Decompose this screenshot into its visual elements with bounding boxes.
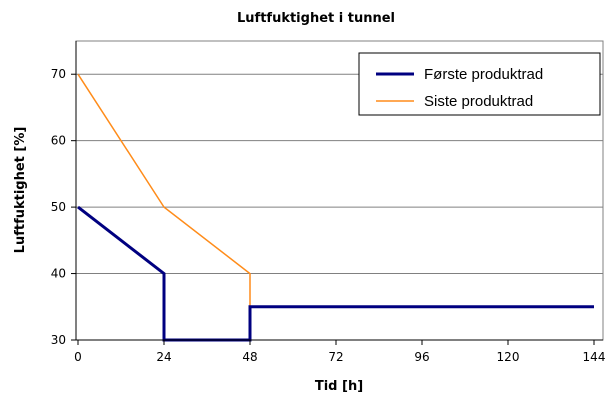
chart-title: Luftfuktighet i tunnel	[237, 11, 395, 26]
x-tick-label-0: 0	[74, 350, 82, 364]
x-tick-label-72: 72	[328, 350, 343, 364]
y-axis-ticks: 30 40 50 60 70	[51, 67, 76, 347]
y-tick-label-70: 70	[51, 67, 66, 81]
x-tick-label-96: 96	[414, 350, 429, 364]
legend-label-1: Første produktrad	[424, 66, 543, 83]
x-tick-label-120: 120	[497, 350, 520, 364]
x-axis-title: Tid [h]	[315, 379, 363, 394]
y-tick-label-60: 60	[51, 134, 66, 148]
x-tick-label-144: 144	[583, 350, 606, 364]
x-tick-label-48: 48	[242, 350, 257, 364]
y-tick-label-50: 50	[51, 200, 66, 214]
x-axis-ticks: 0 24 48 72 96 120 144	[74, 340, 605, 364]
y-tick-label-40: 40	[51, 267, 66, 281]
legend: Første produktrad Siste produktrad	[358, 52, 601, 116]
x-tick-label-24: 24	[156, 350, 171, 364]
legend-label-2: Siste produktrad	[424, 93, 533, 110]
legend-box	[358, 52, 601, 116]
y-axis-title: Luftfuktighet [%]	[13, 127, 28, 254]
y-tick-label-30: 30	[51, 333, 66, 347]
